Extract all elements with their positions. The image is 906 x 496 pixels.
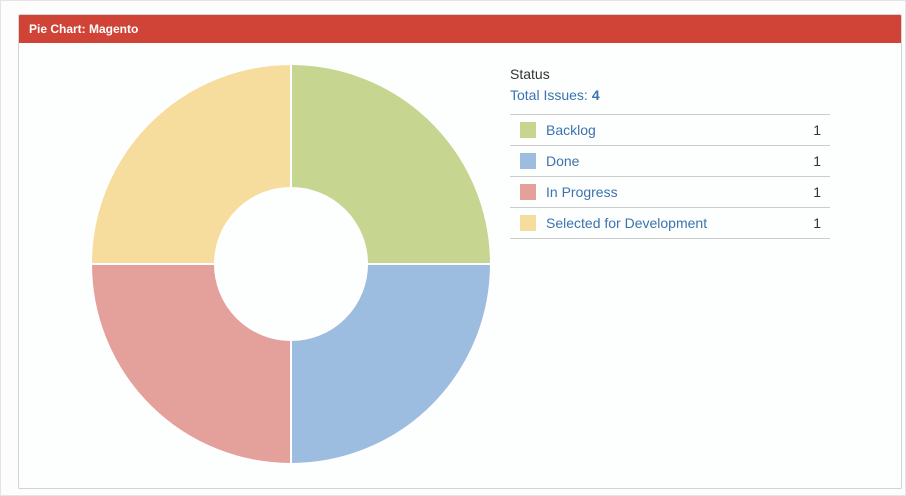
legend-count: 1 <box>813 153 821 169</box>
legend-label-selected-for-development[interactable]: Selected for Development <box>546 215 708 231</box>
legend-swatch <box>520 153 536 169</box>
legend-count: 1 <box>813 184 821 200</box>
total-issues-value[interactable]: 4 <box>591 87 600 103</box>
legend-label-in-progress[interactable]: In Progress <box>546 184 618 200</box>
gadget-title: Pie Chart: Magento <box>19 15 901 43</box>
pie-chart-gadget: Pie Chart: Magento Status Total Issues: 4… <box>18 14 902 489</box>
legend-row-in-progress: In Progress 1 <box>510 177 830 208</box>
legend-swatch <box>520 184 536 200</box>
pie-slice-selected-for-development[interactable] <box>89 62 292 265</box>
legend-row-selected-for-development: Selected for Development 1 <box>510 208 830 239</box>
total-issues: Total Issues: 4 <box>510 85 830 107</box>
legend-table: Backlog 1 Done 1 In Progress 1 Selected … <box>510 114 830 239</box>
pie-slice-done[interactable] <box>290 263 493 466</box>
pie-slice-in-progress[interactable] <box>89 263 292 466</box>
legend-swatch <box>520 122 536 138</box>
legend-count: 1 <box>813 122 821 138</box>
legend-row-backlog: Backlog 1 <box>510 115 830 146</box>
legend-swatch <box>520 215 536 231</box>
legend-label-done[interactable]: Done <box>546 153 580 169</box>
legend-title: Status <box>510 66 550 82</box>
legend-row-done: Done 1 <box>510 146 830 177</box>
donut-chart <box>89 62 493 466</box>
chart-legend: Status Total Issues: 4 Backlog 1 Done 1 I… <box>510 65 830 239</box>
total-issues-label: Total Issues: <box>510 87 588 103</box>
legend-label-backlog[interactable]: Backlog <box>546 122 596 138</box>
pie-slice-backlog[interactable] <box>290 62 493 265</box>
legend-count: 1 <box>813 215 821 231</box>
